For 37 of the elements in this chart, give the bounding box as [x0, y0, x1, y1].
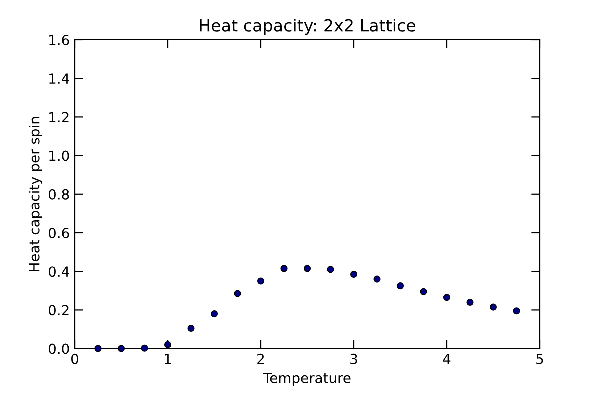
point — [234, 290, 242, 298]
point — [466, 298, 474, 306]
point — [94, 345, 102, 352]
point — [188, 325, 195, 332]
point — [118, 345, 126, 352]
point — [350, 270, 358, 278]
y-tick-label: 0.6 — [48, 228, 70, 238]
x-tick-label: 3 — [350, 354, 358, 364]
point — [304, 265, 312, 272]
point — [164, 341, 172, 348]
x-tick-label: 4 — [443, 354, 451, 364]
point — [420, 288, 428, 296]
y-tick-label: 0.0 — [48, 344, 70, 354]
point — [327, 266, 334, 274]
y-tick-label: 0.2 — [48, 305, 69, 316]
x-tick-label: 1 — [165, 354, 172, 364]
y-tick-label: 1.6 — [50, 34, 70, 46]
y-tick-label: 0.8 — [48, 189, 70, 200]
x-tick-label: 5 — [536, 354, 544, 364]
x-tick-label: 2 — [258, 354, 264, 364]
point — [443, 294, 451, 302]
point — [257, 278, 265, 285]
y-tick-label: 1.4 — [50, 74, 70, 84]
point — [280, 265, 288, 272]
y-tick-label: 0.4 — [48, 266, 70, 278]
point — [513, 308, 520, 315]
point — [396, 282, 404, 290]
point — [374, 276, 381, 283]
y-tick-label: 1.0 — [50, 150, 70, 162]
x-axis-title: Temperature — [263, 373, 351, 386]
chart-title: Heat capacity: 2x2 Lattice — [200, 19, 416, 36]
point — [210, 310, 218, 318]
point — [141, 344, 148, 352]
point — [490, 304, 498, 311]
y-tick-label: 1.2 — [50, 112, 69, 122]
y-axis-title: Heat capacity per spin — [29, 117, 42, 272]
x-tick-label: 0 — [71, 354, 78, 364]
